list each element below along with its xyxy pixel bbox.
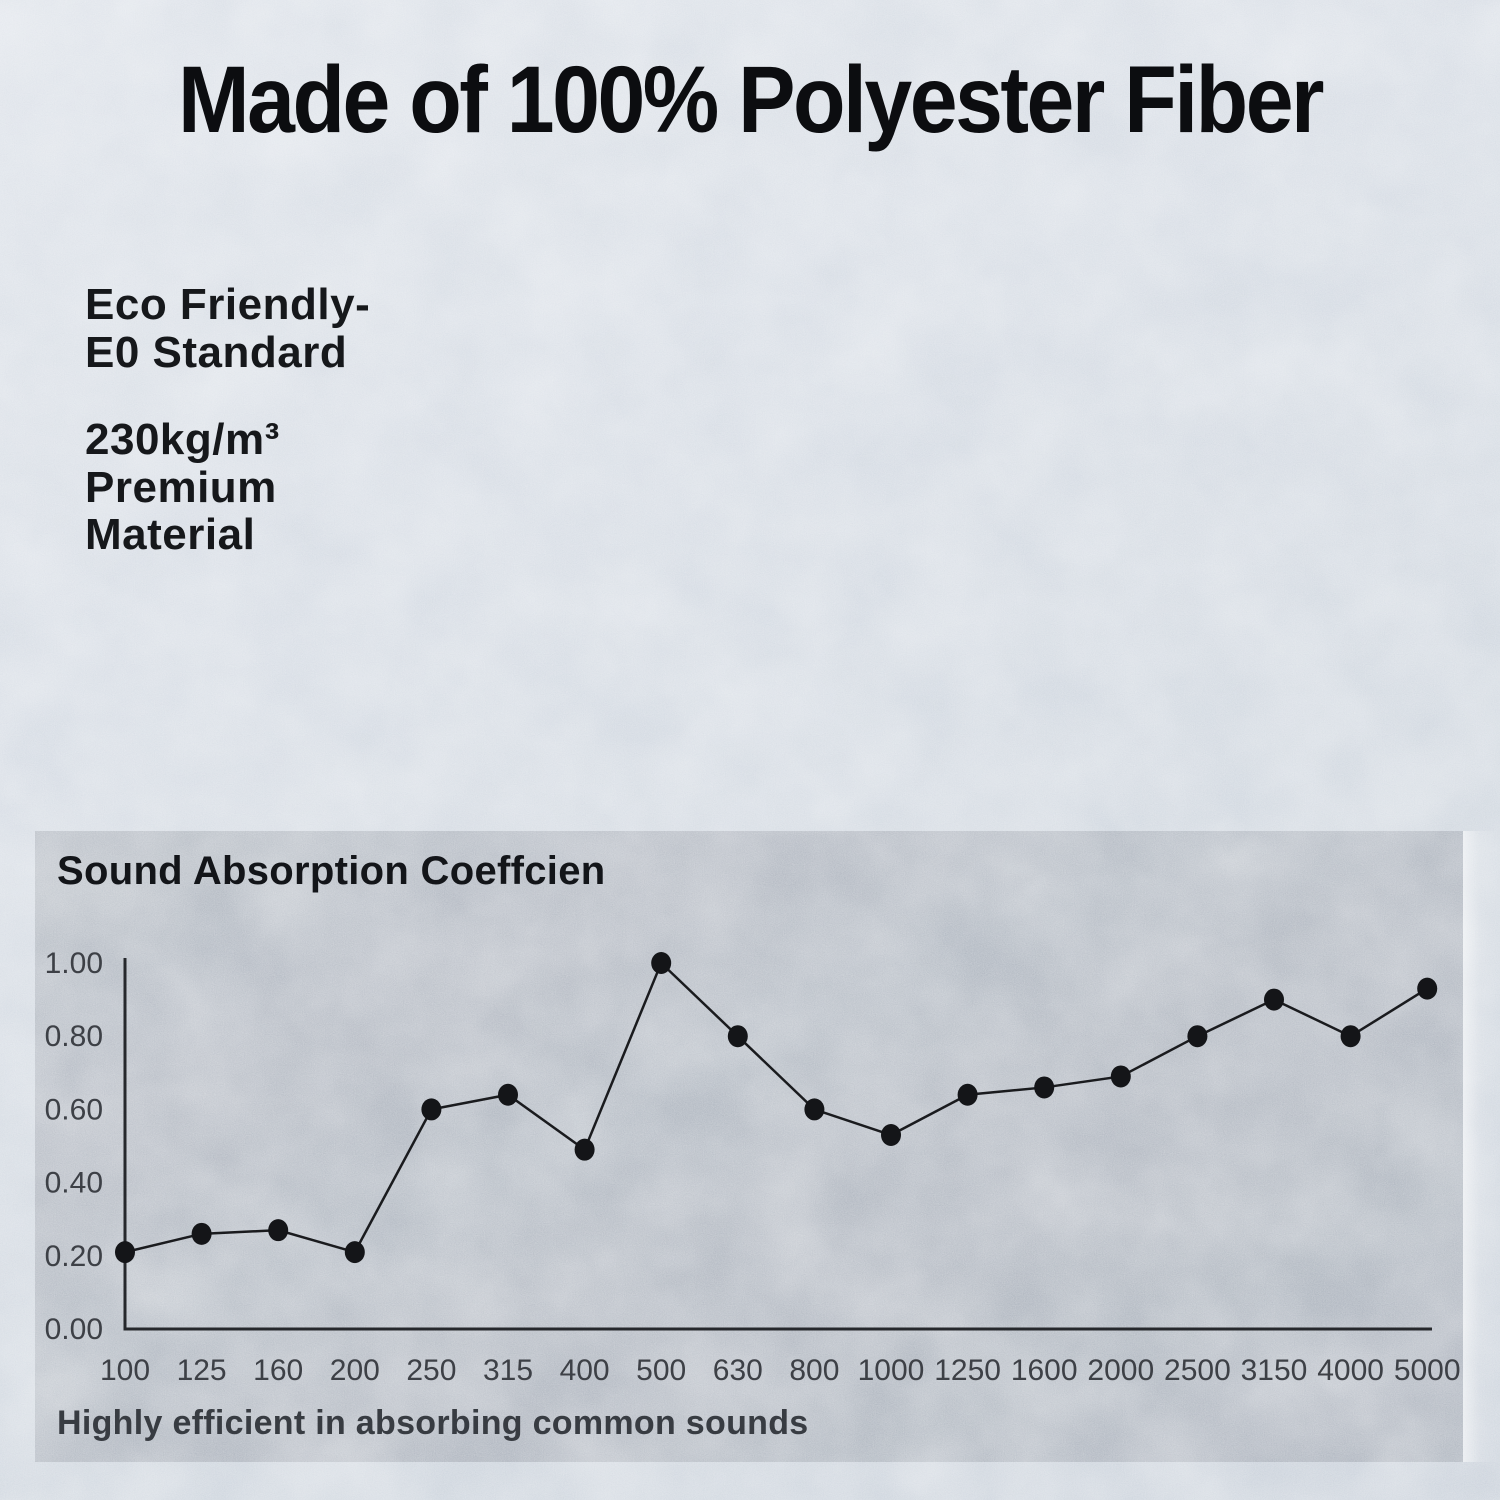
y-axis-tick-label: 0.80: [45, 1020, 103, 1053]
chart-axes: [123, 958, 1432, 1331]
y-axis-tick-label: 0.40: [45, 1167, 103, 1200]
x-axis-tick-label: 500: [636, 1354, 686, 1387]
data-point: [1264, 988, 1284, 1011]
x-axis-tick-label: 5000: [1394, 1354, 1461, 1387]
data-point: [344, 1241, 365, 1264]
chart-title: Sound Absorption Coeffcien: [57, 849, 606, 893]
feature-eco-line-1: Eco Friendly-: [85, 280, 371, 329]
x-axis-tick-label: 1250: [934, 1354, 1001, 1387]
x-axis-tick-label: 2500: [1164, 1354, 1231, 1387]
y-axis-tick-label: 1.00: [45, 947, 103, 980]
x-axis-tick-label: 1000: [858, 1354, 925, 1387]
x-axis-tick-label: 400: [560, 1354, 610, 1387]
y-axis-tick-label: 0.20: [45, 1240, 103, 1273]
data-point: [498, 1083, 518, 1106]
page-title: Made of 100% Polyester Fiber: [178, 47, 1325, 153]
data-point: [191, 1222, 212, 1245]
data-line: [124, 960, 1428, 1254]
data-point: [881, 1124, 901, 1147]
x-axis-tick-label: 800: [789, 1354, 839, 1387]
data-point: [727, 1025, 748, 1048]
chart-caption: Highly efficient in absorbing common sou…: [57, 1404, 809, 1442]
feature-eco-line-2: E0 Standard: [85, 327, 348, 377]
data-point: [1110, 1065, 1131, 1088]
x-axis-tick-label: 2000: [1087, 1354, 1154, 1387]
data-point: [268, 1219, 289, 1242]
data-point: [115, 1241, 135, 1264]
data-point: [1340, 1025, 1361, 1048]
x-axis-tick-label: 160: [253, 1354, 303, 1387]
data-point: [1034, 1076, 1055, 1099]
x-axis-tick-label: 3150: [1241, 1354, 1308, 1387]
data-point: [804, 1098, 825, 1121]
data-point: [1417, 977, 1438, 1000]
x-axis-tick-label: 100: [100, 1354, 150, 1387]
feature-material-line-2: Premium: [85, 462, 277, 512]
x-axis-tick-label: 4000: [1317, 1354, 1384, 1387]
y-axis-tick-label: 0.60: [45, 1093, 103, 1126]
feature-premium-material: 230kg/m³ Premium Material: [85, 416, 280, 559]
feature-material-line-3: Material: [85, 510, 256, 560]
y-axis-tick-label: 0.00: [45, 1313, 103, 1346]
data-point: [651, 952, 672, 974]
x-axis-tick-label: 1600: [1011, 1354, 1078, 1387]
x-axis-tick-label: 200: [330, 1354, 380, 1387]
x-axis-tick-label: 125: [177, 1354, 227, 1387]
feature-material-line-1: 230kg/m³: [85, 415, 280, 464]
data-point: [421, 1098, 442, 1121]
data-point: [1187, 1025, 1208, 1048]
feature-eco-friendly: Eco Friendly- E0 Standard: [85, 281, 370, 376]
x-axis-tick-label: 315: [483, 1354, 533, 1387]
x-axis-tick-label: 630: [713, 1354, 763, 1387]
x-axis-tick-label: 250: [406, 1354, 456, 1387]
data-point: [957, 1083, 978, 1106]
data-point: [574, 1138, 595, 1161]
